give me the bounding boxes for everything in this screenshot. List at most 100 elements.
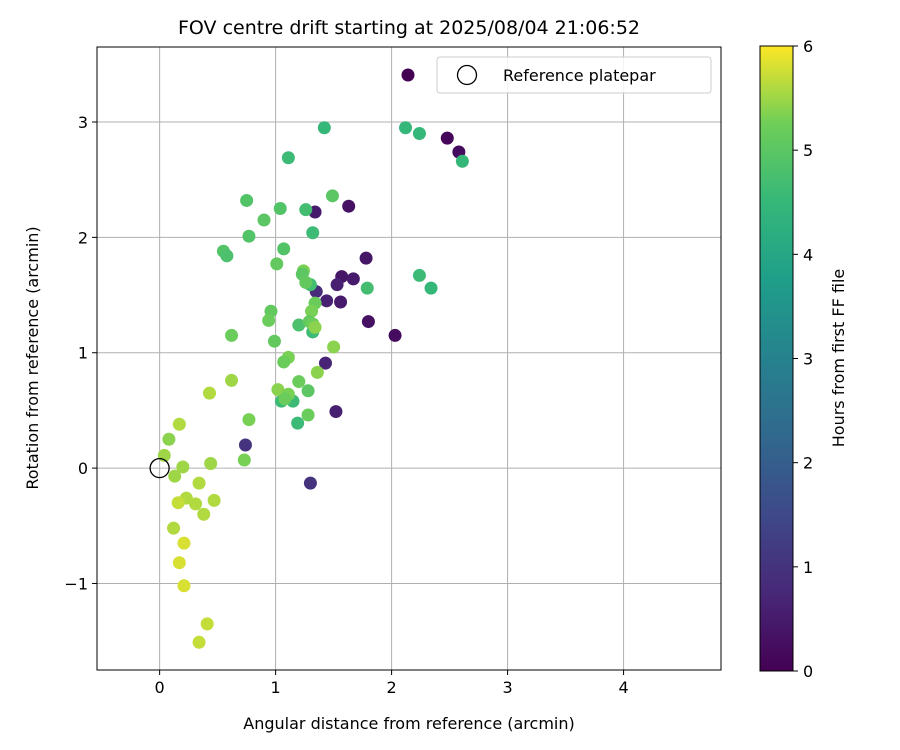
data-point (267, 334, 281, 348)
data-point (360, 281, 374, 295)
data-point (399, 121, 413, 135)
data-point (412, 268, 426, 282)
y-tick-label: 0 (78, 459, 88, 478)
data-point (262, 313, 276, 327)
data-point (162, 432, 176, 446)
y-tick-label: −1 (64, 574, 88, 593)
data-point (301, 384, 315, 398)
colorbar: 0 1 2 3 4 5 6 Hours from first FF file (759, 37, 848, 681)
data-point (225, 328, 239, 342)
y-tick-label: 2 (78, 228, 88, 247)
data-point (271, 383, 285, 397)
x-tick-label: 0 (155, 678, 165, 697)
data-point (318, 356, 332, 370)
data-point (167, 521, 181, 535)
data-point (342, 199, 356, 213)
colorbar-ticks: 0 1 2 3 4 5 6 (793, 37, 813, 681)
data-point (171, 496, 185, 510)
colorbar-tick-label: 0 (803, 662, 813, 681)
data-point (320, 294, 334, 308)
data-point (361, 315, 375, 329)
data-point (277, 242, 291, 256)
data-point (172, 556, 186, 570)
data-point (237, 453, 251, 467)
data-point (308, 320, 322, 334)
data-point (325, 189, 339, 203)
data-point (176, 460, 190, 474)
data-point (327, 340, 341, 354)
y-axis-ticks: −1 0 1 2 3 (64, 113, 97, 593)
data-point (273, 202, 287, 216)
data-point (292, 375, 306, 389)
data-point (270, 257, 284, 271)
data-point (220, 249, 234, 263)
data-point (242, 413, 256, 427)
data-point (424, 281, 438, 295)
data-point (238, 438, 252, 452)
data-point (388, 328, 402, 342)
x-axis-ticks: 0 1 2 3 4 (155, 670, 629, 697)
x-tick-label: 4 (618, 678, 628, 697)
legend-marker-points (401, 68, 415, 82)
legend-label-reference: Reference platepar (503, 66, 656, 85)
data-point (197, 507, 211, 521)
colorbar-tick-label: 1 (803, 558, 813, 577)
y-tick-label: 1 (78, 344, 88, 363)
data-point (299, 275, 313, 289)
data-point (278, 392, 292, 406)
data-point (359, 251, 373, 265)
x-tick-label: 1 (271, 678, 281, 697)
data-point (303, 476, 317, 490)
reference-platepar-marker (149, 457, 170, 479)
data-point (330, 278, 344, 292)
colorbar-gradient (759, 45, 794, 672)
x-tick-label: 2 (387, 678, 397, 697)
data-point (440, 131, 454, 145)
data-point (203, 386, 217, 400)
data-point (301, 408, 315, 422)
data-point (200, 617, 214, 631)
data-point (281, 151, 295, 165)
x-axis-title: Angular distance from reference (arcmin) (243, 714, 574, 733)
data-point (225, 373, 239, 387)
data-point (412, 127, 426, 141)
data-point (455, 154, 469, 168)
data-point (317, 121, 331, 135)
legend: Reference platepar (401, 56, 712, 94)
data-point (299, 203, 313, 217)
data-point (189, 497, 203, 511)
y-axis-title: Rotation from reference (arcmin) (23, 226, 42, 489)
data-point (177, 579, 191, 593)
colorbar-title: Hours from first FF file (829, 269, 848, 448)
colorbar-tick-label: 5 (803, 141, 813, 160)
data-point (305, 304, 319, 318)
data-point (310, 365, 324, 379)
legend-marker-reference (456, 64, 478, 86)
data-point (334, 295, 348, 309)
grid-lines (97, 47, 721, 670)
data-point (207, 493, 221, 507)
data-point (192, 635, 206, 649)
data-point (346, 272, 360, 286)
data-point (240, 193, 254, 207)
chart-title: FOV centre drift starting at 2025/08/04 … (178, 17, 640, 39)
reference-marker (149, 457, 170, 479)
colorbar-tick-label: 2 (803, 454, 813, 473)
data-point (329, 405, 343, 419)
x-tick-label: 3 (502, 678, 512, 697)
data-point (291, 416, 305, 430)
colorbar-tick-label: 3 (803, 350, 813, 369)
data-point (257, 213, 271, 227)
legend-box (436, 56, 712, 94)
data-point (168, 469, 182, 483)
colorbar-tick-label: 6 (803, 37, 813, 56)
data-point (277, 355, 291, 369)
data-point (242, 229, 256, 243)
data-point (177, 536, 191, 550)
plot-frame (96, 46, 722, 671)
data-point (306, 226, 320, 240)
data-point (192, 476, 206, 490)
y-tick-label: 3 (78, 113, 88, 132)
data-point (204, 456, 218, 470)
